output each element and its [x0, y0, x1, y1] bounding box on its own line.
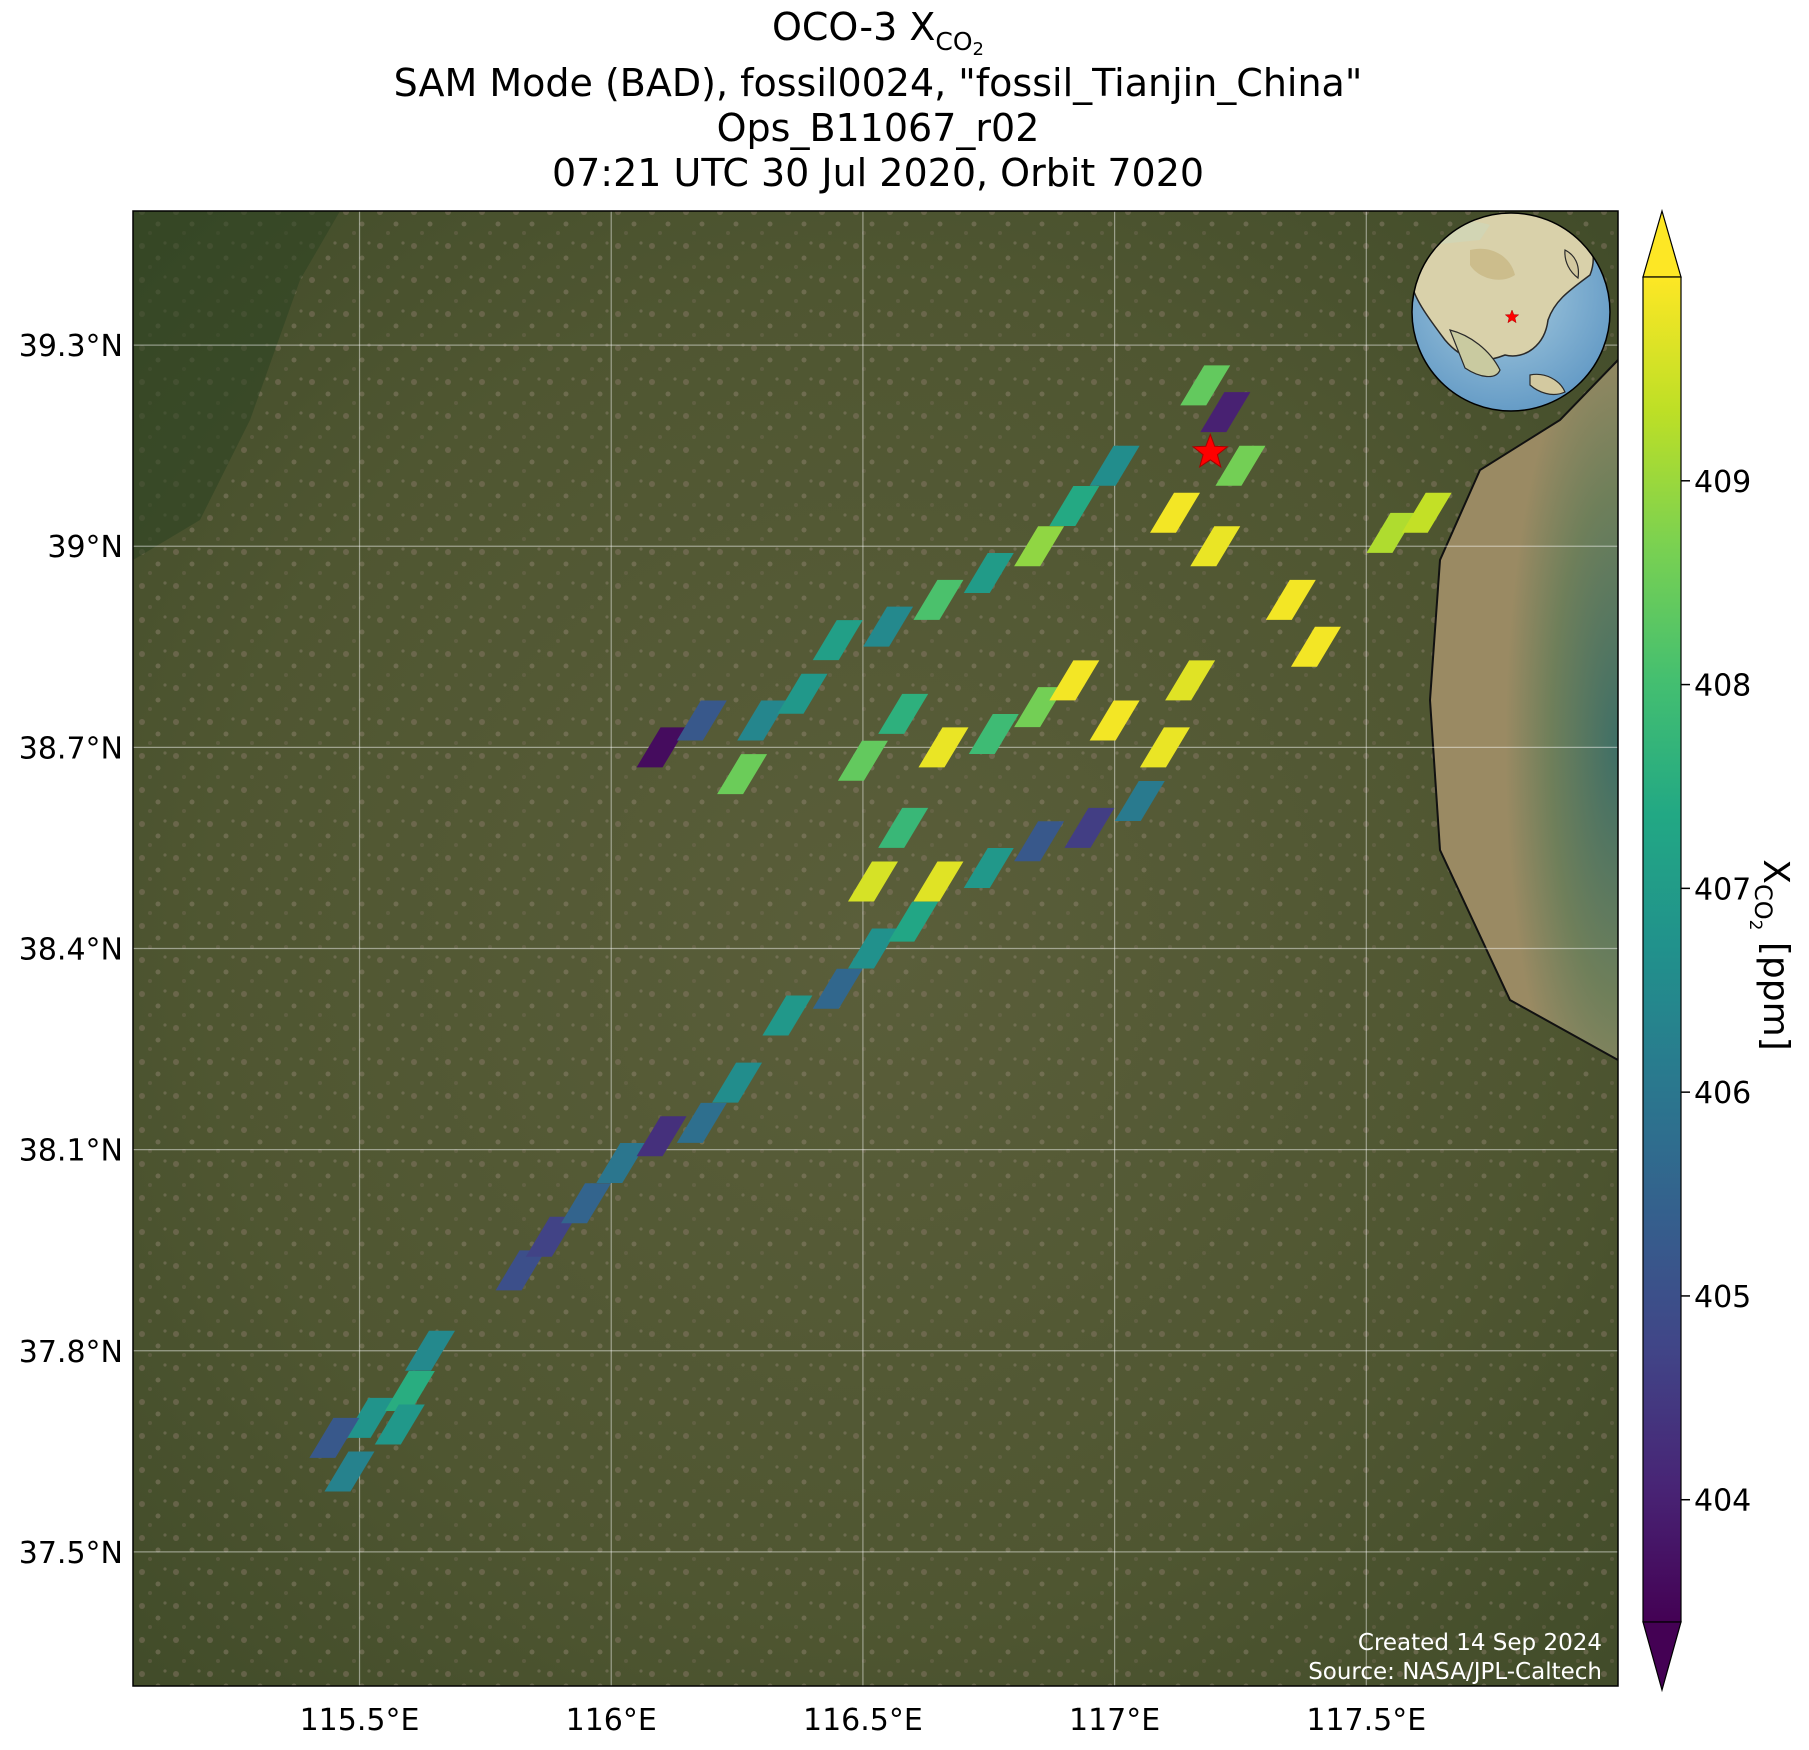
sounding-cell: [888, 901, 939, 942]
lat-tick-label: 37.8°N: [19, 1335, 123, 1370]
colorbar: 404 405 406 407 408 409 XCO2 [ppm]: [1642, 208, 1796, 1693]
sounding-cell: [309, 1417, 360, 1458]
sounding-cell: [847, 928, 898, 969]
sounding-cell: [344, 1397, 395, 1438]
lat-tick-label: 39°N: [47, 530, 123, 565]
mountain-region: [133, 211, 340, 560]
sounding-cell: [777, 673, 828, 714]
colorbar-upper-extend: [1642, 208, 1682, 278]
sounding-cell: [737, 700, 788, 741]
target-star-shape: [1191, 432, 1229, 469]
sounding-cell: [968, 713, 1019, 754]
colorbar-tick-label: 407: [1694, 872, 1751, 907]
colorbar-tick-label: 408: [1694, 669, 1751, 704]
sounding-cell: [1049, 486, 1100, 526]
colorbar-lower-extend: [1642, 1621, 1682, 1693]
sounding-cell: [812, 620, 863, 661]
lat-tick-label: 38.1°N: [19, 1134, 123, 1169]
sounding-cell: [878, 693, 929, 734]
sounding-cell: [762, 995, 813, 1036]
globe-icon: [1411, 212, 1611, 412]
sounding-cell: [405, 1330, 455, 1371]
sounding-cell: [1265, 579, 1316, 620]
sounding-cell: [1401, 492, 1452, 533]
bohai-sea: [1430, 360, 1618, 1060]
sounding-cell: [712, 1062, 763, 1103]
xco2-soundings: [309, 365, 1452, 1492]
sounding-cell: [1165, 660, 1216, 701]
sounding-cell: [1014, 526, 1065, 567]
coastline: [1428, 359, 1618, 1061]
lon-tick-label: 117.5°E: [1306, 1703, 1426, 1738]
sounding-cell: [963, 553, 1014, 594]
colorbar-tick-label: 409: [1694, 465, 1751, 500]
sounding-cell: [1190, 526, 1241, 567]
target-location-star[interactable]: [1191, 432, 1229, 469]
colorbar-tick-label: 405: [1694, 1280, 1751, 1315]
sounding-cell: [1150, 492, 1201, 533]
longitude-tick-labels: 115.5°E 116°E 116.5°E 117°E 117.5°E: [300, 1703, 1427, 1738]
sounding-cell: [1089, 445, 1140, 486]
sounding-cell: [812, 968, 863, 1009]
sounding-cell: [717, 754, 768, 795]
sounding-cell: [1180, 365, 1231, 406]
sounding-cell: [1139, 727, 1190, 768]
lon-tick-label: 116°E: [566, 1703, 657, 1738]
lon-tick-label: 117°E: [1069, 1703, 1160, 1738]
sounding-cell: [847, 861, 898, 902]
sounding-cell: [384, 1371, 435, 1411]
sounding-cell: [676, 700, 727, 741]
sounding-cell: [918, 727, 969, 768]
map-panel[interactable]: Created 14 Sep 2024 Source: NASA/JPL-Cal…: [133, 211, 1618, 1686]
sounding-cell: [1064, 807, 1115, 848]
map-frame: [132, 210, 1619, 1687]
sounding-cell: [596, 1143, 647, 1184]
lat-tick-label: 39.3°N: [19, 329, 123, 364]
sounding-cell: [1049, 660, 1100, 701]
lon-tick-label: 116.5°E: [803, 1703, 923, 1738]
sounding-cell: [963, 848, 1014, 889]
latitude-tick-labels: 39.3°N 39°N 38.7°N 38.4°N 38.1°N 37.8°N 37.5°N: [19, 329, 123, 1571]
sounding-cell: [1215, 445, 1266, 486]
sounding-cell: [374, 1404, 425, 1445]
sounding-cell: [1089, 700, 1140, 741]
sounding-cell: [1290, 626, 1341, 667]
sounding-cell: [324, 1451, 375, 1492]
sounding-cell: [1366, 512, 1417, 553]
title-line-1: OCO-3 XCO2: [772, 5, 984, 60]
colorbar-tick-label: 406: [1694, 1076, 1751, 1111]
sounding-cell: [913, 861, 964, 902]
sounding-cell: [913, 579, 964, 620]
sounding-cell: [863, 606, 914, 647]
lon-tick-label: 115.5°E: [300, 1703, 420, 1738]
sounding-cell: [676, 1102, 727, 1143]
sounding-cell: [878, 807, 929, 848]
colorbar-label: XCO2 [ppm]: [1745, 859, 1796, 1050]
lat-tick-label: 38.4°N: [19, 933, 123, 968]
colorbar-tick-label: 404: [1694, 1484, 1751, 1519]
sounding-cell: [525, 1216, 576, 1257]
title-line-4: 07:21 UTC 30 Jul 2020, Orbit 7020: [552, 151, 1204, 195]
title-line-3: Ops_B11067_r02: [717, 106, 1040, 150]
created-date: Created 14 Sep 2024: [1358, 1630, 1602, 1656]
sounding-cell: [561, 1183, 612, 1224]
sounding-cell: [495, 1250, 546, 1291]
sounding-cell: [837, 740, 888, 781]
lat-tick-label: 37.5°N: [19, 1536, 123, 1571]
sounding-cell: [636, 1116, 687, 1157]
source-credit: Source: NASA/JPL-Caltech: [1308, 1659, 1602, 1685]
sounding-cell: [1200, 392, 1251, 433]
colorbar-bar: [1642, 276, 1682, 1623]
title-line-2: SAM Mode (BAD), fossil0024, "fossil_Tian…: [394, 61, 1363, 105]
sounding-cell: [636, 727, 687, 768]
lat-tick-label: 38.7°N: [19, 731, 123, 766]
colorbar-ticks: 404 405 406 407 408 409: [1681, 465, 1751, 1519]
sounding-cell: [1014, 821, 1065, 862]
sounding-cell: [1114, 781, 1165, 821]
